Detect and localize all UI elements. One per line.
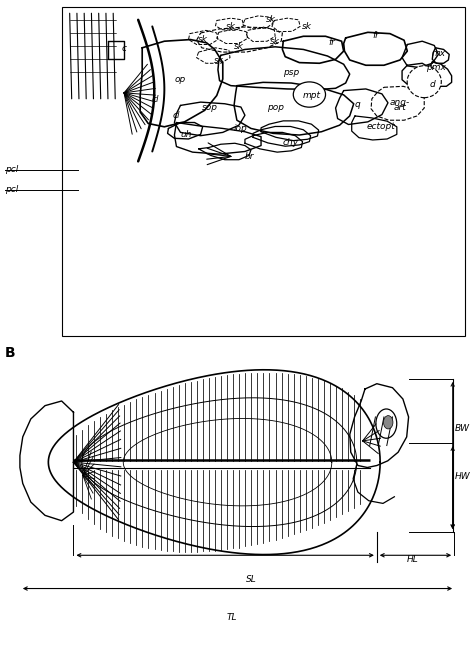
Text: op: op <box>175 74 186 84</box>
Text: HL: HL <box>407 555 418 565</box>
Text: sk: sk <box>226 22 236 31</box>
Text: br: br <box>244 152 254 161</box>
Bar <box>62 7 465 336</box>
Text: fr: fr <box>373 31 379 40</box>
Text: sk: sk <box>198 35 208 44</box>
Text: BW: BW <box>455 424 470 433</box>
Text: cl: cl <box>173 112 180 120</box>
Text: chy: chy <box>283 138 299 147</box>
Text: psp: psp <box>283 68 300 77</box>
Text: iop: iop <box>234 124 248 133</box>
Text: HW: HW <box>455 471 470 481</box>
Text: sk: sk <box>270 37 280 47</box>
Text: art: art <box>394 103 406 112</box>
Text: sk: sk <box>234 43 244 51</box>
Text: fr: fr <box>328 38 335 47</box>
Text: SL: SL <box>246 575 256 585</box>
Text: pcl: pcl <box>5 185 18 194</box>
Text: c: c <box>121 44 127 53</box>
Text: ang-: ang- <box>390 98 410 106</box>
Text: sk: sk <box>214 56 224 65</box>
Text: cl: cl <box>152 95 159 104</box>
Text: mpt: mpt <box>302 91 320 100</box>
Text: mx: mx <box>431 49 446 58</box>
Ellipse shape <box>407 66 441 98</box>
Text: sk: sk <box>266 15 276 25</box>
Text: sop: sop <box>202 103 218 112</box>
Text: ectopt: ectopt <box>367 122 395 130</box>
Circle shape <box>376 409 397 438</box>
Ellipse shape <box>293 82 326 107</box>
Text: pcl: pcl <box>5 165 18 174</box>
Text: d: d <box>429 80 435 90</box>
Text: uh: uh <box>181 130 192 139</box>
Text: B: B <box>5 346 15 360</box>
Text: pmx: pmx <box>427 63 446 72</box>
Circle shape <box>383 416 393 429</box>
Text: q: q <box>355 100 361 109</box>
Text: TL: TL <box>227 612 237 622</box>
Text: sk: sk <box>302 22 312 31</box>
Text: pop: pop <box>267 102 283 112</box>
